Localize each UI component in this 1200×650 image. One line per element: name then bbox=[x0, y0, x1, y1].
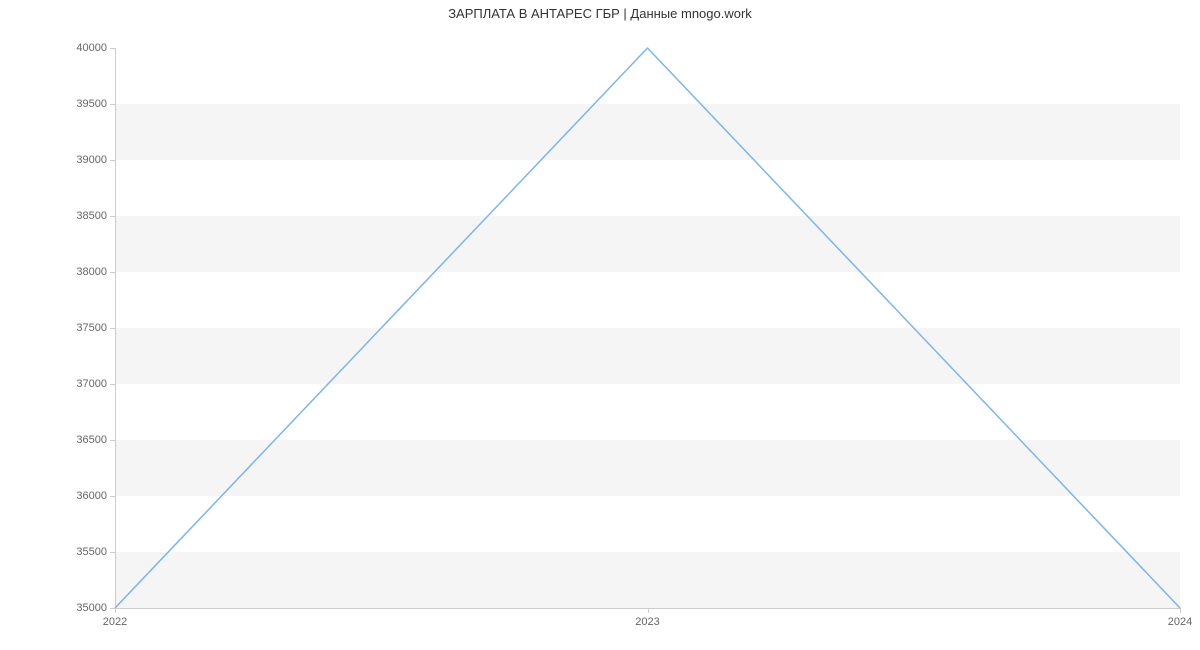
y-tick-label: 36000 bbox=[76, 490, 107, 502]
x-tick-label: 2023 bbox=[635, 616, 659, 628]
plot-area: 3500035500360003650037000375003800038500… bbox=[115, 48, 1180, 608]
series-line-salary bbox=[115, 48, 1180, 608]
y-tick-mark bbox=[110, 496, 115, 497]
x-tick-mark bbox=[1180, 608, 1181, 613]
y-tick-label: 37500 bbox=[76, 322, 107, 334]
y-tick-mark bbox=[110, 328, 115, 329]
y-tick-label: 40000 bbox=[76, 42, 107, 54]
line-series bbox=[115, 48, 1180, 608]
chart-container: ЗАРПЛАТА В АНТАРЕС ГБР | Данные mnogo.wo… bbox=[0, 0, 1200, 650]
y-tick-label: 39500 bbox=[76, 98, 107, 110]
y-tick-label: 37000 bbox=[76, 378, 107, 390]
y-tick-label: 38000 bbox=[76, 266, 107, 278]
y-tick-label: 35500 bbox=[76, 546, 107, 558]
y-tick-label: 38500 bbox=[76, 210, 107, 222]
x-tick-mark bbox=[648, 608, 649, 613]
x-tick-label: 2024 bbox=[1168, 616, 1192, 628]
y-tick-mark bbox=[110, 216, 115, 217]
y-tick-mark bbox=[110, 104, 115, 105]
y-tick-mark bbox=[110, 48, 115, 49]
y-tick-mark bbox=[110, 552, 115, 553]
x-tick-label: 2022 bbox=[103, 616, 127, 628]
y-tick-mark bbox=[110, 160, 115, 161]
y-tick-mark bbox=[110, 440, 115, 441]
y-tick-mark bbox=[110, 384, 115, 385]
y-tick-label: 36500 bbox=[76, 434, 107, 446]
y-tick-label: 39000 bbox=[76, 154, 107, 166]
y-tick-mark bbox=[110, 272, 115, 273]
x-tick-mark bbox=[115, 608, 116, 613]
chart-title: ЗАРПЛАТА В АНТАРЕС ГБР | Данные mnogo.wo… bbox=[0, 6, 1200, 21]
y-tick-label: 35000 bbox=[76, 602, 107, 614]
